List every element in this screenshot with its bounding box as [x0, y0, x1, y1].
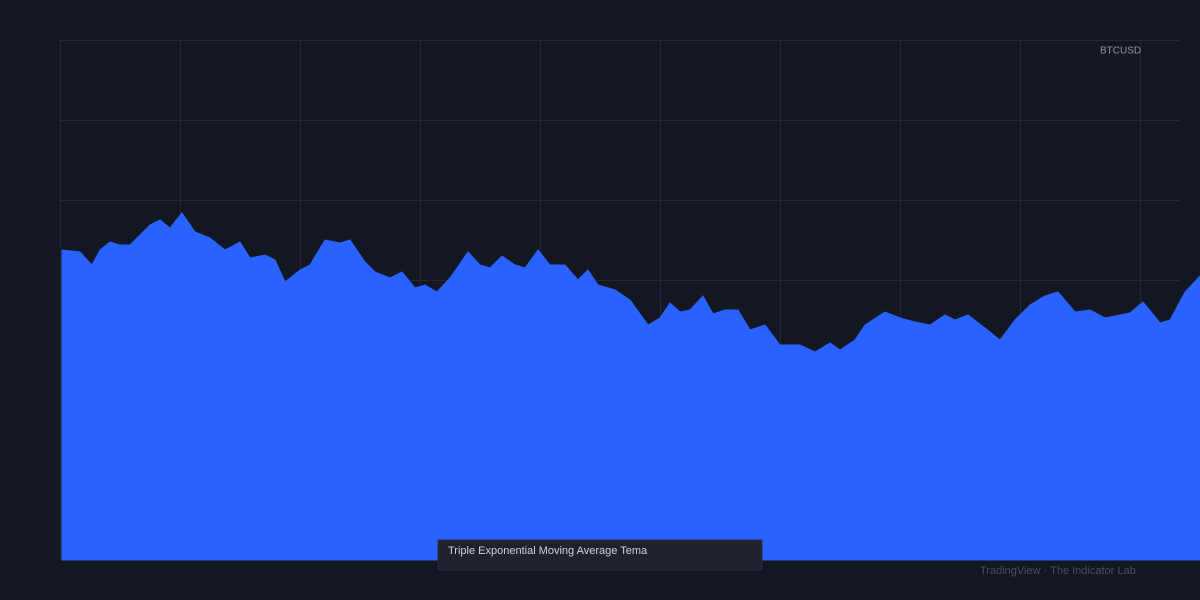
footer-credit: TradingView · The Indicator Lab [980, 565, 1136, 577]
symbol-label: BTCUSD [1100, 46, 1141, 57]
tooltip-box [437, 539, 763, 571]
tooltip-text: Triple Exponential Moving Average Tema [448, 545, 648, 557]
plot [61, 212, 1200, 561]
area [61, 212, 1200, 561]
